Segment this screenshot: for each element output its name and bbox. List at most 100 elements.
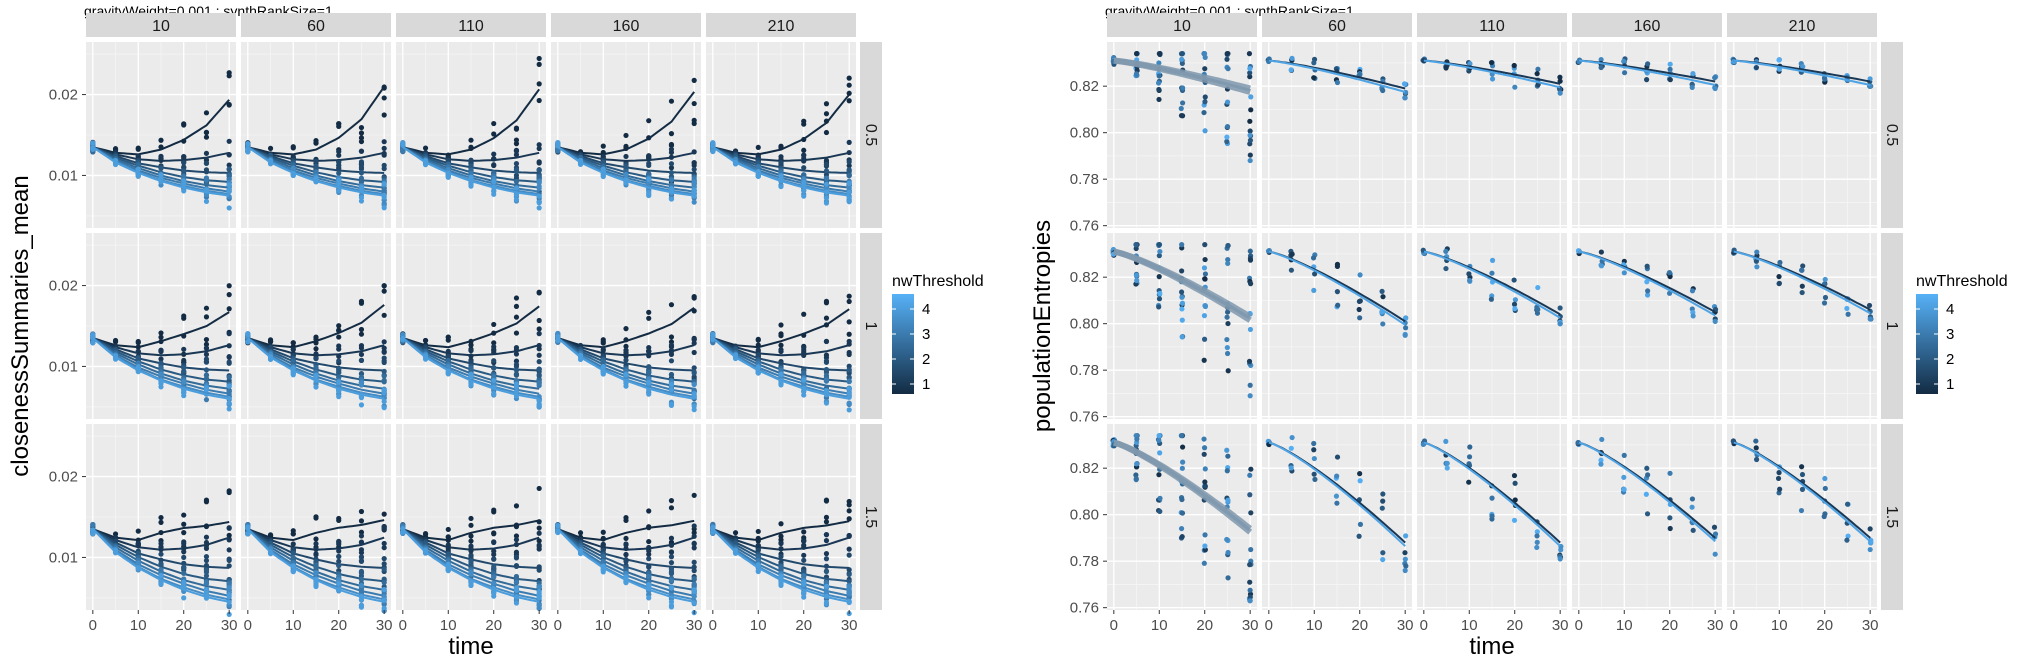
data-point [646,348,652,354]
data-point [1179,242,1185,248]
data-point [358,602,365,609]
data-point [1443,65,1449,71]
data-point [1134,51,1140,57]
legend-tick-label: 4 [922,301,930,318]
series-line [402,528,540,603]
y-tick-label: 0.82 [1070,78,1099,95]
data-point [1178,112,1185,119]
data-point [1644,292,1651,298]
data-point [1798,507,1805,514]
data-point [1690,71,1696,77]
data-point [445,526,451,533]
data-point [358,380,365,386]
data-point [513,351,520,357]
data-point [691,188,697,195]
series-line [712,337,850,400]
data-point [536,593,542,599]
data-point [646,556,652,562]
data-point [1202,94,1208,100]
x-tick-label: 10 [1771,617,1788,634]
facet-panel [1727,424,1877,610]
data-point [823,378,830,384]
series-line [402,146,540,197]
data-point [1357,521,1364,527]
data-point [1247,152,1253,158]
data-point [1402,556,1408,562]
y-tick-label: 0.02 [49,87,78,104]
data-point [158,568,164,574]
x-tick-label: 20 [330,617,347,634]
data-point [1866,302,1873,309]
facet-strip-col [1417,13,1567,37]
data-point [1179,317,1185,323]
x-tick-label: 30 [1862,617,1879,634]
data-point [336,334,342,340]
data-point [513,362,520,368]
data-point [536,525,542,531]
data-point [536,145,542,152]
facet-strip-row [860,42,882,228]
data-point [1822,475,1828,482]
data-point [1754,249,1760,255]
data-point [1535,284,1541,291]
data-point [1535,66,1541,72]
series-line [712,528,850,603]
data-point [181,188,187,194]
data-point [755,352,761,358]
data-point [203,314,210,320]
data-point [1225,497,1231,503]
data-point [1712,318,1718,324]
legend-tick-label: 4 [1946,301,1954,318]
data-point [491,563,497,570]
data-point [226,172,232,179]
facet-strip-col-label: 60 [1328,18,1346,35]
data-point [203,534,210,540]
data-point [1178,525,1185,532]
data-point [536,372,542,378]
data-point [1247,562,1253,568]
data-point [1156,437,1162,444]
data-point [1288,267,1295,273]
data-point [846,571,852,578]
data-point [1443,248,1449,254]
data-point [846,180,852,187]
data-point [1311,447,1317,453]
data-point [600,173,606,180]
data-point [801,152,807,158]
data-point [755,173,761,179]
data-point [1247,70,1253,76]
data-point [1402,567,1408,574]
data-point [422,530,429,537]
data-point [290,550,296,556]
facet-strip-row [1881,233,1903,419]
data-point [668,98,675,104]
series-line [1423,59,1561,89]
data-point [203,567,210,573]
data-point [1667,525,1673,532]
data-point [823,315,830,321]
legend-title: nwThreshold [1916,273,2008,290]
facet-strip-row-label: 0.5 [1883,124,1900,146]
data-point [1225,368,1231,374]
data-point [1247,248,1253,254]
data-point [778,348,784,355]
data-point [1247,326,1254,333]
y-tick-label: 0.01 [49,549,78,566]
series-line [1113,57,1252,95]
data-point [1489,513,1495,519]
data-point [801,573,807,579]
data-point [313,583,319,590]
data-point [491,574,497,580]
data-point [536,584,542,590]
data-point [245,339,251,345]
data-point [600,553,606,559]
data-point [336,170,342,176]
data-point [381,283,387,289]
data-point [1444,460,1450,466]
data-point [381,339,387,345]
data-point [536,326,542,332]
series-line [247,528,385,603]
data-point [381,359,387,366]
y-tick-label: 0.80 [1070,316,1099,333]
data-point [1225,66,1231,72]
